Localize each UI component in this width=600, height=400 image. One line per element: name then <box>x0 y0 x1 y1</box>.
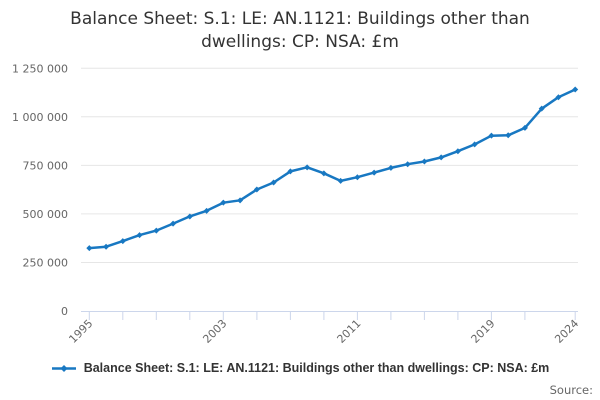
legend-item[interactable]: Balance Sheet: S.1: LE: AN.1121: Buildin… <box>0 361 600 375</box>
data-point[interactable] <box>471 141 478 148</box>
data-point[interactable] <box>170 220 177 227</box>
data-point[interactable] <box>220 199 227 206</box>
x-axis-label: 2019 <box>469 317 498 346</box>
data-point[interactable] <box>438 154 445 161</box>
data-point[interactable] <box>404 161 411 168</box>
source-label: Source: <box>549 383 593 397</box>
data-point[interactable] <box>320 170 327 177</box>
data-point[interactable] <box>287 168 294 175</box>
data-point[interactable] <box>505 132 512 139</box>
data-point[interactable] <box>136 232 143 239</box>
data-point[interactable] <box>86 245 93 252</box>
data-point[interactable] <box>153 227 160 234</box>
legend-label: Balance Sheet: S.1: LE: AN.1121: Buildin… <box>83 361 550 375</box>
data-point[interactable] <box>521 124 528 131</box>
data-point[interactable] <box>119 238 126 245</box>
data-point[interactable] <box>337 177 344 184</box>
data-point[interactable] <box>387 164 394 171</box>
data-point[interactable] <box>454 148 461 155</box>
data-point[interactable] <box>237 197 244 204</box>
data-point[interactable] <box>572 86 579 93</box>
y-axis-label: 0 <box>61 305 68 318</box>
data-point[interactable] <box>270 179 277 186</box>
data-point[interactable] <box>304 164 311 171</box>
data-point[interactable] <box>555 94 562 101</box>
x-axis-label: 1995 <box>66 317 95 346</box>
data-point[interactable] <box>103 243 110 250</box>
y-axis-label: 750 000 <box>23 159 69 172</box>
series-line[interactable] <box>88 88 577 250</box>
y-axis-label: 250 000 <box>23 257 69 270</box>
x-axis-label: 2024 <box>552 317 581 346</box>
data-point[interactable] <box>421 158 428 165</box>
legend-series-marker-icon <box>51 364 76 372</box>
chart-title: Balance Sheet: S.1: LE: AN.1121: Buildin… <box>70 9 530 52</box>
data-point[interactable] <box>186 213 193 220</box>
y-axis-label: 1 250 000 <box>12 62 68 75</box>
y-axis-label: 1 000 000 <box>12 111 68 124</box>
data-point[interactable] <box>253 186 260 193</box>
x-axis-label: 2003 <box>200 317 229 346</box>
data-point[interactable] <box>488 132 495 139</box>
data-point[interactable] <box>203 207 210 214</box>
data-point[interactable] <box>354 174 361 181</box>
data-point[interactable] <box>371 169 378 176</box>
data-point[interactable] <box>538 105 545 112</box>
x-axis-label: 2011 <box>335 317 364 346</box>
y-axis-label: 500 000 <box>23 208 69 221</box>
